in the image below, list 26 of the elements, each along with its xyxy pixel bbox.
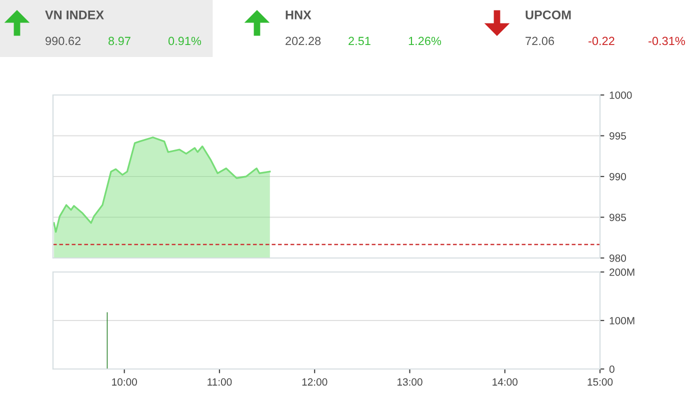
x-tick-label: 14:00	[492, 378, 518, 386]
x-tick-label: 15:00	[588, 378, 613, 386]
y-tick-label: 200M	[610, 268, 634, 276]
y-tick-label: 990	[610, 173, 626, 180]
text: VN INDEX	[45, 10, 104, 20]
y-tick-label: 1000	[610, 92, 632, 99]
y-tick-label: 980	[610, 254, 626, 262]
text: 72.06	[526, 36, 554, 46]
text: -0.31%	[648, 36, 685, 46]
y-tick-label: 985	[610, 214, 626, 222]
text: -0.22	[588, 36, 614, 46]
x-tick-label: 12:00	[302, 378, 328, 386]
text: 202.28	[286, 36, 321, 46]
y-tick-label: 995	[610, 132, 626, 140]
text: 8.97	[108, 36, 130, 46]
text: 0.91%	[168, 36, 202, 46]
text: 990.62	[46, 36, 81, 46]
y-tick-label: 100M	[610, 317, 634, 324]
text: 2.51	[348, 36, 370, 46]
x-tick-label: 10:00	[112, 378, 137, 386]
text: 1.26%	[408, 36, 442, 46]
text: UPCOM	[526, 10, 571, 20]
x-tick-label: 13:00	[398, 378, 422, 386]
text: HNX	[286, 10, 312, 20]
x-tick-label: 11:00	[208, 378, 232, 386]
y-tick-label: 0	[609, 366, 614, 373]
